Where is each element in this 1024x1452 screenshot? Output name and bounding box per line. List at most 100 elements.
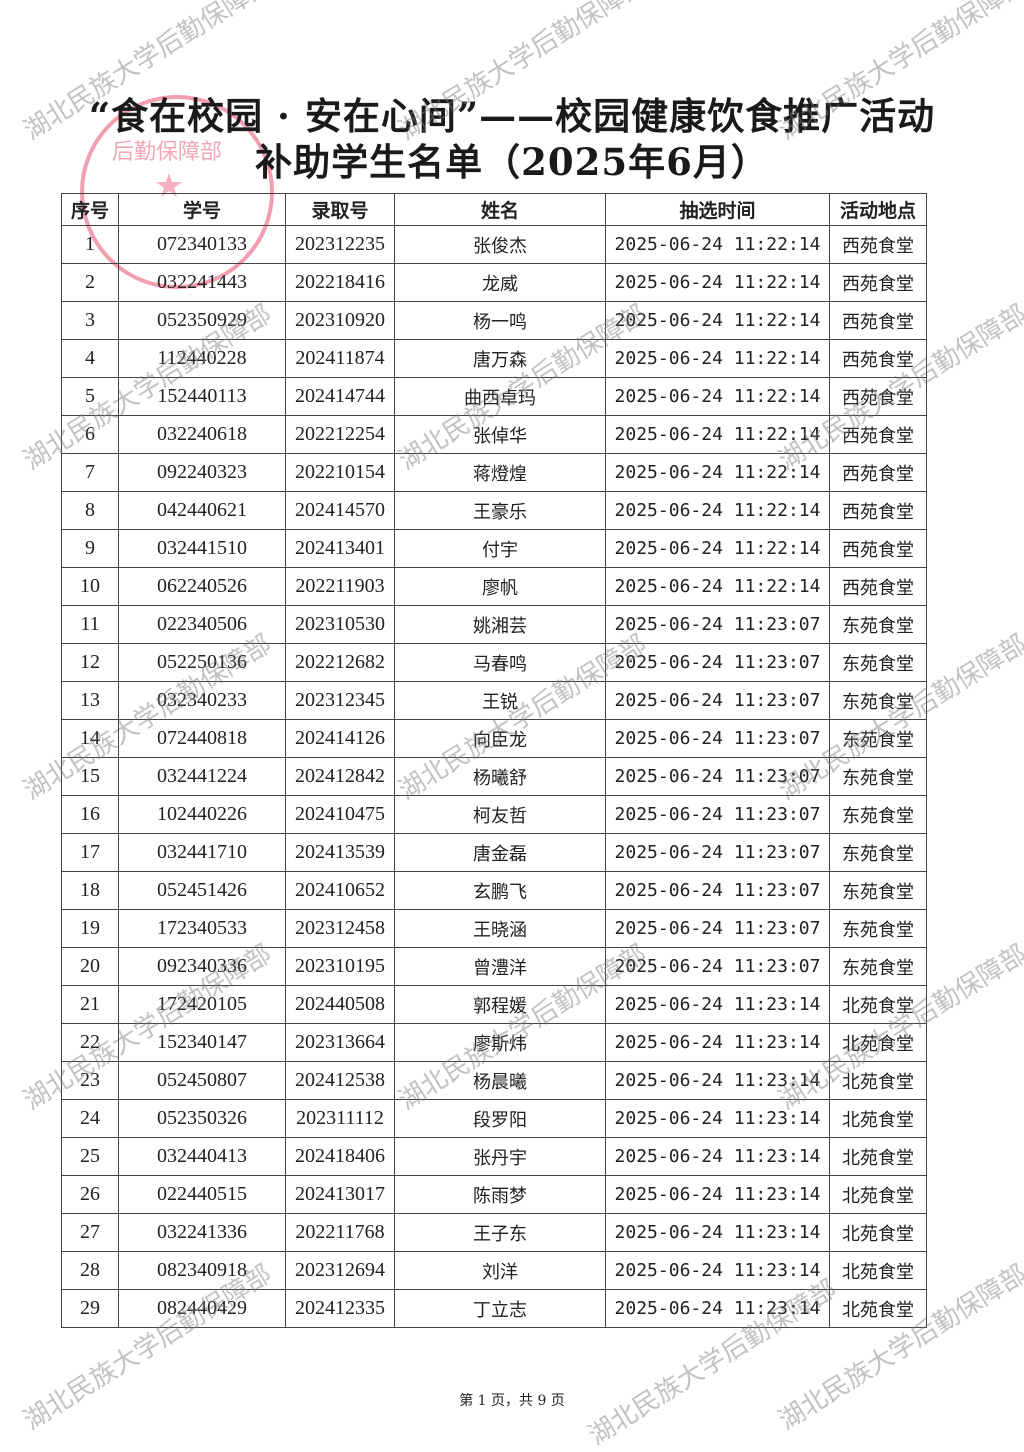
cell-admission-no: 202414744 bbox=[285, 377, 395, 416]
header-index: 序号 bbox=[61, 193, 119, 226]
cell-location: 北苑食堂 bbox=[829, 1289, 927, 1328]
cell-student-id: 072340133 bbox=[118, 225, 286, 264]
cell-index: 19 bbox=[61, 909, 119, 948]
cell-admission-no: 202413539 bbox=[285, 833, 395, 872]
cell-index: 10 bbox=[61, 567, 119, 606]
cell-draw-time: 2025-06-24 11:23:07 bbox=[605, 795, 830, 834]
cell-admission-no: 202411874 bbox=[285, 339, 395, 378]
table-header-row: 序号 学号 录取号 姓名 抽选时间 活动地点 bbox=[61, 193, 927, 226]
cell-index: 6 bbox=[61, 415, 119, 454]
cell-draw-time: 2025-06-24 11:23:14 bbox=[605, 1099, 830, 1138]
table-row: 4 112440228 202411874 唐万森 2025-06-24 11:22:1… bbox=[61, 339, 927, 378]
cell-index: 2 bbox=[61, 263, 119, 302]
cell-student-id: 062240526 bbox=[118, 567, 286, 606]
table-row: 23 052450807 202412538 杨晨曦 2025-06-24 11:23:… bbox=[61, 1061, 927, 1100]
cell-index: 26 bbox=[61, 1175, 119, 1214]
cell-location: 东苑食堂 bbox=[829, 871, 927, 910]
cell-name: 姚湘芸 bbox=[394, 605, 606, 644]
table-row: 14 072440818 202414126 向臣龙 2025-06-24 11:23:… bbox=[61, 719, 927, 758]
cell-admission-no: 202418406 bbox=[285, 1137, 395, 1176]
table-row: 10 062240526 202211903 廖帆 2025-06-24 11:22:1… bbox=[61, 567, 927, 606]
table-row: 29 082440429 202412335 丁立志 2025-06-24 11:23:… bbox=[61, 1289, 927, 1328]
cell-draw-time: 2025-06-24 11:23:14 bbox=[605, 1137, 830, 1176]
cell-name: 付宇 bbox=[394, 529, 606, 568]
cell-draw-time: 2025-06-24 11:22:14 bbox=[605, 529, 830, 568]
cell-student-id: 112440228 bbox=[118, 339, 286, 378]
cell-draw-time: 2025-06-24 11:22:14 bbox=[605, 567, 830, 606]
cell-index: 22 bbox=[61, 1023, 119, 1062]
cell-draw-time: 2025-06-24 11:23:14 bbox=[605, 1175, 830, 1214]
cell-admission-no: 202414570 bbox=[285, 491, 395, 530]
cell-name: 段罗阳 bbox=[394, 1099, 606, 1138]
cell-student-id: 052450807 bbox=[118, 1061, 286, 1100]
cell-admission-no: 202412538 bbox=[285, 1061, 395, 1100]
cell-location: 东苑食堂 bbox=[829, 947, 927, 986]
cell-draw-time: 2025-06-24 11:22:14 bbox=[605, 339, 830, 378]
cell-index: 14 bbox=[61, 719, 119, 758]
cell-location: 东苑食堂 bbox=[829, 643, 927, 682]
cell-admission-no: 202410475 bbox=[285, 795, 395, 834]
cell-index: 23 bbox=[61, 1061, 119, 1100]
cell-index: 8 bbox=[61, 491, 119, 530]
cell-location: 西苑食堂 bbox=[829, 301, 927, 340]
cell-student-id: 032441224 bbox=[118, 757, 286, 796]
cell-location: 东苑食堂 bbox=[829, 681, 927, 720]
table-row: 25 032440413 202418406 张丹宇 2025-06-24 11:23:… bbox=[61, 1137, 927, 1176]
cell-location: 北苑食堂 bbox=[829, 1061, 927, 1100]
cell-admission-no: 202212254 bbox=[285, 415, 395, 454]
page-title-line2: 补助学生名单（2025年6月） bbox=[255, 140, 769, 184]
cell-index: 5 bbox=[61, 377, 119, 416]
cell-admission-no: 202410652 bbox=[285, 871, 395, 910]
cell-admission-no: 202212682 bbox=[285, 643, 395, 682]
cell-draw-time: 2025-06-24 11:23:07 bbox=[605, 757, 830, 796]
cell-draw-time: 2025-06-24 11:23:07 bbox=[605, 643, 830, 682]
table-row: 28 082340918 202312694 刘洋 2025-06-24 11:23:1… bbox=[61, 1251, 927, 1290]
cell-index: 17 bbox=[61, 833, 119, 872]
cell-student-id: 022340506 bbox=[118, 605, 286, 644]
cell-location: 东苑食堂 bbox=[829, 909, 927, 948]
table-row: 2 032241443 202218416 龙威 2025-06-24 11:22:14… bbox=[61, 263, 927, 302]
cell-index: 21 bbox=[61, 985, 119, 1024]
cell-name: 王豪乐 bbox=[394, 491, 606, 530]
cell-index: 4 bbox=[61, 339, 119, 378]
cell-student-id: 082340918 bbox=[118, 1251, 286, 1290]
cell-index: 13 bbox=[61, 681, 119, 720]
cell-location: 西苑食堂 bbox=[829, 377, 927, 416]
cell-name: 陈雨梦 bbox=[394, 1175, 606, 1214]
cell-student-id: 052350326 bbox=[118, 1099, 286, 1138]
cell-admission-no: 202310920 bbox=[285, 301, 395, 340]
table-row: 20 092340336 202310195 曾澧洋 2025-06-24 11:23:… bbox=[61, 947, 927, 986]
cell-name: 柯友哲 bbox=[394, 795, 606, 834]
cell-admission-no: 202412842 bbox=[285, 757, 395, 796]
cell-draw-time: 2025-06-24 11:23:07 bbox=[605, 909, 830, 948]
cell-draw-time: 2025-06-24 11:23:14 bbox=[605, 985, 830, 1024]
cell-draw-time: 2025-06-24 11:22:14 bbox=[605, 491, 830, 530]
cell-name: 王子东 bbox=[394, 1213, 606, 1252]
table-row: 12 052250136 202212682 马春鸣 2025-06-24 11:23:… bbox=[61, 643, 927, 682]
cell-location: 西苑食堂 bbox=[829, 225, 927, 264]
cell-admission-no: 202312345 bbox=[285, 681, 395, 720]
cell-admission-no: 202211903 bbox=[285, 567, 395, 606]
cell-admission-no: 202312458 bbox=[285, 909, 395, 948]
cell-index: 7 bbox=[61, 453, 119, 492]
cell-index: 27 bbox=[61, 1213, 119, 1252]
cell-name: 曲西卓玛 bbox=[394, 377, 606, 416]
cell-admission-no: 202413401 bbox=[285, 529, 395, 568]
cell-student-id: 022440515 bbox=[118, 1175, 286, 1214]
cell-student-id: 152440113 bbox=[118, 377, 286, 416]
cell-index: 1 bbox=[61, 225, 119, 264]
cell-location: 东苑食堂 bbox=[829, 795, 927, 834]
cell-name: 廖帆 bbox=[394, 567, 606, 606]
cell-admission-no: 202440508 bbox=[285, 985, 395, 1024]
cell-index: 20 bbox=[61, 947, 119, 986]
cell-draw-time: 2025-06-24 11:23:07 bbox=[605, 681, 830, 720]
header-name: 姓名 bbox=[394, 193, 606, 226]
cell-draw-time: 2025-06-24 11:23:07 bbox=[605, 833, 830, 872]
cell-name: 张倬华 bbox=[394, 415, 606, 454]
cell-name: 刘洋 bbox=[394, 1251, 606, 1290]
table-row: 16 102440226 202410475 柯友哲 2025-06-24 11:23:… bbox=[61, 795, 927, 834]
cell-student-id: 032441510 bbox=[118, 529, 286, 568]
cell-name: 张丹宇 bbox=[394, 1137, 606, 1176]
table-row: 8 042440621 202414570 王豪乐 2025-06-24 11:22:1… bbox=[61, 491, 927, 530]
cell-admission-no: 202211768 bbox=[285, 1213, 395, 1252]
